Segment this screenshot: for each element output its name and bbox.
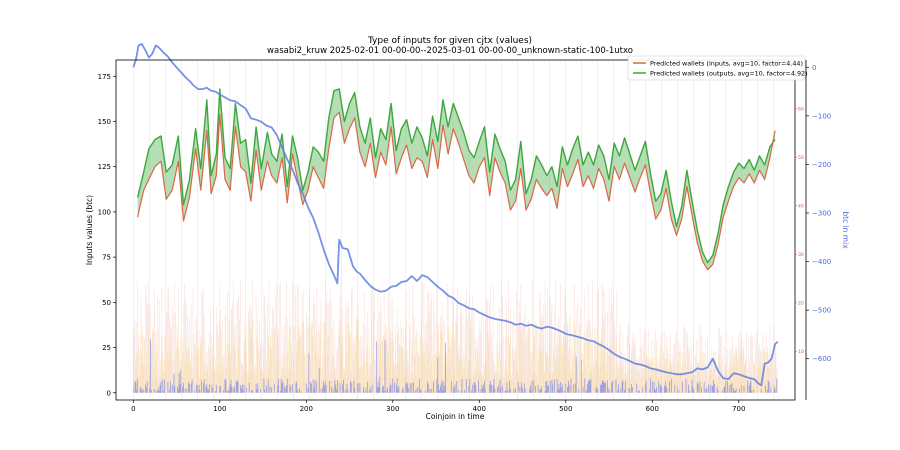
- y3-tick-label: 60: [798, 106, 804, 112]
- chart-subtitle: wasabi2_kruw 2025-02-01 00-00-00--2025-0…: [267, 46, 633, 56]
- y2-tick-label: −300: [812, 210, 831, 218]
- y2-tick-label: −500: [812, 307, 831, 315]
- area-between-series: [137, 88, 776, 270]
- y2-tick-label: −400: [812, 258, 831, 266]
- legend-label-inputs: Predicted wallets (inputs, avg=10, facto…: [650, 60, 803, 68]
- y3-axis-ticks: 10 20 30 40 50 60: [795, 106, 804, 355]
- fill-between: [137, 88, 776, 270]
- y2-tick-label: −200: [812, 161, 831, 169]
- x-tick-label: 200: [300, 405, 313, 413]
- y2-tick-label: −600: [812, 355, 831, 363]
- x-tick-label: 500: [559, 405, 572, 413]
- x-tick-label: 100: [213, 405, 226, 413]
- y-tick-label: 125: [98, 163, 111, 171]
- y-tick-label: 175: [98, 73, 111, 81]
- y-tick-label: 150: [98, 118, 111, 126]
- y2-axis-ticks: 0 −100 −200 −300 −400 −500 −600: [806, 64, 831, 363]
- line-outputs: [136, 88, 776, 264]
- y-tick-label: 75: [102, 254, 111, 262]
- y3-tick-label: 50: [798, 155, 804, 161]
- y2-axis-label: btc in mix: [841, 211, 850, 249]
- x-tick-label: 700: [732, 405, 745, 413]
- x-tick-label: 300: [386, 405, 399, 413]
- y3-tick-label: 30: [798, 252, 804, 258]
- y-tick-label: 0: [107, 389, 111, 397]
- plot-frame: [115, 59, 796, 401]
- legend-box: [627, 55, 806, 81]
- legend: Predicted wallets (inputs, avg=10, facto…: [627, 55, 808, 81]
- line-btc-in-mix: [132, 43, 779, 387]
- y2-tick-label: 0: [812, 64, 816, 72]
- y-tick-label: 50: [102, 299, 111, 307]
- y3-tick-label: 40: [798, 204, 804, 210]
- x-tick-label: 600: [646, 405, 659, 413]
- legend-label-outputs: Predicted wallets (outputs, avg=10, fact…: [650, 70, 808, 78]
- x-tick-label: 0: [131, 405, 135, 413]
- x-axis-ticks: 0 100 200 300 400 500 600 700: [131, 400, 745, 413]
- y-axis-ticks: 0 25 50 75 100 125 150 175: [98, 73, 116, 397]
- x-axis-label: Coinjoin in time: [426, 412, 485, 421]
- y-tick-label: 25: [102, 344, 111, 352]
- x-tick-label: 400: [473, 405, 486, 413]
- y3-tick-label: 10: [798, 349, 804, 355]
- series-lines: [132, 43, 779, 387]
- background-bars: [132, 279, 778, 393]
- line-inputs: [137, 111, 776, 271]
- y2-tick-label: −100: [812, 112, 831, 120]
- chart-title: Type of inputs for given cjtx (values): [367, 36, 532, 46]
- y-axis-label: Inputs values (btc): [85, 195, 94, 265]
- y-tick-label: 100: [98, 208, 111, 216]
- y3-tick-label: 20: [798, 301, 804, 307]
